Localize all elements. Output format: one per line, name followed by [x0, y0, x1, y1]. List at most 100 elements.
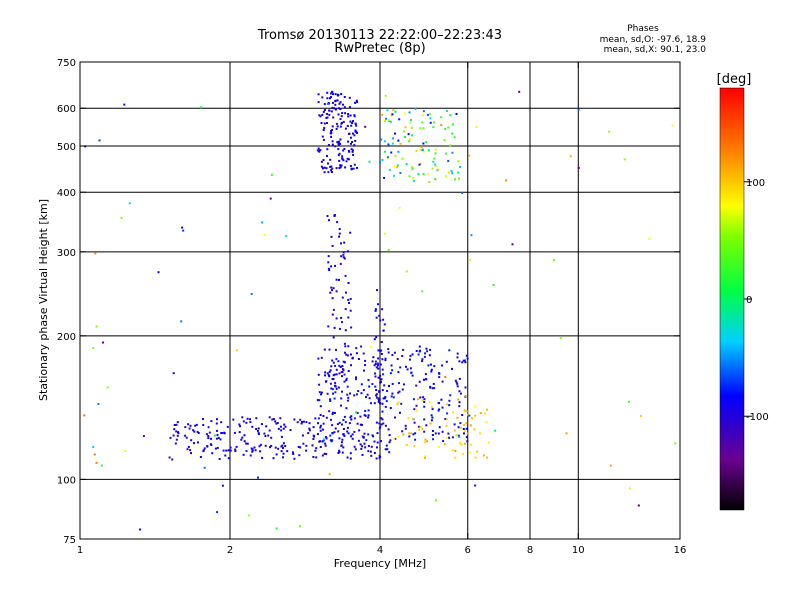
data-point [331, 167, 334, 170]
data-point [242, 420, 245, 423]
data-point [671, 124, 674, 127]
data-point [432, 382, 435, 385]
data-point [437, 168, 439, 171]
data-point [354, 129, 357, 132]
data-point [356, 422, 359, 425]
data-point [347, 432, 350, 435]
data-point [169, 436, 172, 439]
data-point [364, 446, 367, 449]
data-point [332, 287, 335, 290]
y-tick-label: 400 [57, 188, 76, 199]
data-point [347, 345, 350, 348]
data-point [282, 456, 284, 459]
data-point [370, 445, 373, 448]
data-point [458, 360, 461, 363]
data-point [457, 426, 460, 429]
data-point [327, 261, 330, 264]
data-point [344, 308, 347, 311]
data-point [327, 144, 330, 146]
data-point [340, 122, 343, 125]
data-point [363, 414, 366, 417]
data-point [321, 440, 324, 443]
data-point [272, 457, 275, 460]
data-point [381, 308, 384, 311]
data-point [335, 167, 338, 170]
data-point [446, 110, 449, 112]
y-tick-label: 100 [57, 475, 76, 486]
data-point [413, 179, 415, 182]
data-point [637, 504, 640, 507]
data-point [220, 421, 223, 424]
data-point [327, 162, 329, 165]
data-point [389, 120, 392, 123]
data-point [302, 420, 305, 423]
data-point [322, 167, 324, 170]
data-point [320, 122, 323, 124]
data-point [475, 126, 478, 129]
data-point [292, 453, 295, 455]
data-point [403, 383, 405, 386]
data-point [462, 452, 465, 455]
data-point [219, 438, 222, 441]
data-point [128, 202, 131, 205]
data-point [345, 353, 348, 356]
data-point [396, 166, 399, 169]
data-point [376, 289, 378, 292]
data-point [392, 137, 395, 140]
data-point [257, 427, 260, 430]
data-point [336, 221, 339, 224]
data-point [460, 443, 463, 446]
data-point [399, 172, 402, 174]
data-point [384, 448, 387, 451]
data-point [383, 176, 386, 179]
data-point [413, 421, 416, 424]
data-point [317, 357, 320, 360]
data-point [398, 206, 401, 209]
data-point [445, 152, 447, 155]
data-point [423, 398, 426, 401]
data-point [418, 163, 421, 166]
data-point [453, 429, 456, 432]
data-point [457, 434, 460, 437]
data-point [333, 326, 336, 329]
data-point [377, 349, 380, 352]
data-point [324, 436, 327, 438]
data-point [317, 422, 319, 425]
data-point [468, 414, 471, 417]
data-point [308, 422, 311, 425]
data-point [429, 386, 432, 389]
data-point [346, 250, 349, 253]
data-point [378, 390, 380, 393]
data-point [438, 426, 441, 429]
data-point [271, 418, 274, 421]
data-point [270, 173, 273, 176]
data-point [334, 99, 337, 102]
data-point [415, 150, 418, 152]
data-point [409, 121, 412, 124]
data-point [405, 270, 408, 273]
data-point [293, 418, 296, 421]
data-point [341, 438, 344, 441]
y-tick-label: 600 [57, 104, 76, 115]
data-point [354, 139, 357, 142]
data-point [338, 228, 341, 230]
data-point [674, 442, 677, 445]
data-point [462, 428, 465, 430]
data-point [384, 94, 387, 97]
data-point [378, 422, 381, 425]
data-point [426, 440, 428, 443]
data-point [446, 412, 449, 415]
data-point [433, 157, 436, 160]
x-tick-label: 2 [227, 545, 233, 556]
data-point [337, 94, 340, 97]
data-point [327, 267, 330, 270]
data-point [328, 370, 331, 373]
data-point [451, 436, 454, 439]
data-point [217, 436, 220, 439]
data-point [340, 404, 342, 407]
data-point [243, 440, 246, 443]
data-point [441, 364, 444, 367]
data-point [334, 108, 337, 111]
data-point [245, 442, 248, 445]
data-point [469, 424, 472, 427]
